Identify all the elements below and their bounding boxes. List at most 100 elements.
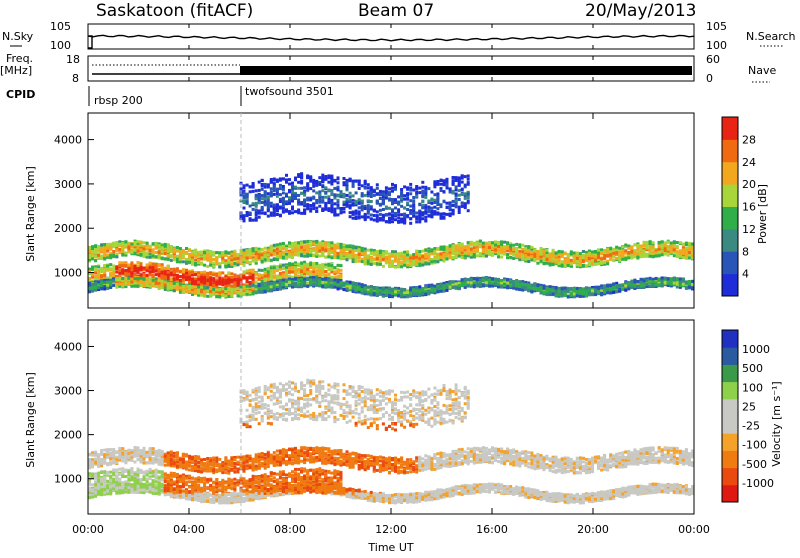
power-echo-cell <box>249 291 252 294</box>
power-echo-cell <box>315 265 318 268</box>
power-echo-cell <box>209 252 212 255</box>
power-echo-cell <box>297 252 300 255</box>
nsky-tick-bottom: 100 <box>50 39 71 52</box>
power-echo-cell <box>252 249 255 252</box>
freq-unit: [MHz] <box>0 64 32 77</box>
power-echo-cell <box>530 251 533 254</box>
power-echo-cell <box>206 295 209 298</box>
power-echo-cell <box>458 243 461 246</box>
power-echo-cell <box>118 243 121 246</box>
power-echo-cell <box>376 294 379 297</box>
power-echo-cell <box>667 248 670 251</box>
power-echo-cell <box>118 264 121 267</box>
power-echo-cell <box>285 266 288 269</box>
power-echo-cell <box>303 280 306 283</box>
power-echo-cell <box>373 286 376 289</box>
power-echo-cell <box>561 265 564 268</box>
power-echo-cell <box>258 278 261 281</box>
power-echo-cell <box>303 268 306 271</box>
power-echo-cell <box>140 277 143 280</box>
power-echo-cell <box>673 248 676 251</box>
power-echo-cell <box>212 288 215 291</box>
power-echo-cell <box>543 251 546 254</box>
power-echo-cell <box>352 290 355 293</box>
power-echo-cell <box>433 247 436 250</box>
power-echo-cell <box>597 249 600 252</box>
power-echo-cell <box>503 241 506 244</box>
power-echo-cell <box>258 284 261 287</box>
power-echo-cell <box>164 284 167 287</box>
power-echo-cell <box>155 281 158 284</box>
power-echo-cell <box>627 247 630 250</box>
power-echo-cell <box>346 258 349 261</box>
power-echo-cell <box>676 253 679 256</box>
power-echo-cell <box>94 244 97 247</box>
power-echo-cell <box>279 255 282 258</box>
power-echo-cell <box>194 263 197 266</box>
power-echo-cell <box>191 251 194 254</box>
power-echo-cell <box>91 250 94 253</box>
power-echo-cell <box>488 253 491 256</box>
power-echo-cell <box>440 253 443 256</box>
power-echo-cell <box>609 247 612 250</box>
power-echo-cell <box>91 290 94 293</box>
power-echo-cell <box>282 248 285 251</box>
power-echo-cell <box>443 253 446 256</box>
power-echo-cell <box>106 284 109 287</box>
power-echo-cell <box>670 251 673 254</box>
power-echo-cell <box>527 257 530 260</box>
power-echo-cell <box>685 254 688 257</box>
power-echo-cell <box>606 260 609 263</box>
power-echo-cell <box>606 262 609 265</box>
power-echo-cell <box>391 260 394 263</box>
power-echo-cell <box>185 247 188 250</box>
power-echo-cell <box>285 279 288 282</box>
power-echo-cell <box>676 245 679 248</box>
power-echo-cell <box>367 286 370 289</box>
cpid-mode-2: twofsound 3501 <box>245 85 334 98</box>
power-echo-cell <box>458 248 461 251</box>
power-echo-cell <box>255 285 258 288</box>
power-echo-cell <box>124 252 127 255</box>
power-echo-cell <box>406 254 409 257</box>
power-echo-cell <box>461 256 464 259</box>
power-echo-cell <box>149 279 152 282</box>
power-echo-cell <box>464 246 467 249</box>
power-echo-cell <box>682 243 685 246</box>
power-echo-cell <box>224 265 227 268</box>
power-echo-cell <box>221 290 224 293</box>
power-echo-cell <box>270 285 273 288</box>
power-echo-cell <box>346 255 349 258</box>
power-echo-cell <box>524 254 527 257</box>
power-echo-cell <box>636 244 639 247</box>
power-echo-cell <box>215 261 218 264</box>
power-echo-cell <box>361 248 364 251</box>
power-echo-cell <box>203 258 206 261</box>
power-echo-cell <box>155 247 158 250</box>
power-echo-cell <box>155 242 158 245</box>
power-echo-cell <box>158 257 161 260</box>
power-echo-cell <box>327 285 330 288</box>
power-echo-cell <box>221 282 224 285</box>
power-echo-cell <box>643 250 646 253</box>
power-echo-cell <box>636 256 639 259</box>
power-echo-cell <box>170 250 173 253</box>
power-echo-cell <box>446 246 449 249</box>
power-echo-cell <box>346 248 349 251</box>
power-echo-cell <box>230 272 233 275</box>
power-echo-cell <box>270 276 273 279</box>
power-echo-cell <box>421 255 424 258</box>
power-echo-cell <box>149 274 152 277</box>
power-echo-cell <box>134 248 137 251</box>
power-echo-cell <box>91 273 94 276</box>
power-echo-cell <box>185 269 188 272</box>
power-echo-cell <box>124 273 127 276</box>
power-echo-cell <box>594 259 597 262</box>
power-echo-cell <box>103 264 106 267</box>
power-echo-cell <box>279 288 282 291</box>
power-echo-cell <box>143 250 146 253</box>
power-echo-cell <box>337 252 340 255</box>
power-echo-cell <box>352 249 355 252</box>
power-echo-cell <box>561 254 564 257</box>
power-echo-cell <box>161 272 164 275</box>
